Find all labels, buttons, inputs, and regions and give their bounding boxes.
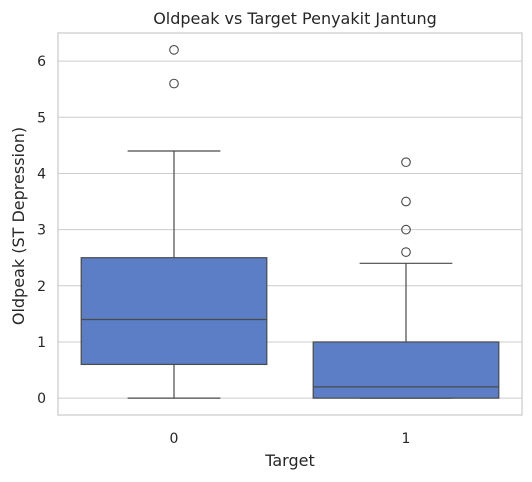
chart-title: Oldpeak vs Target Penyakit Jantung [153, 9, 437, 28]
outlier-point [401, 224, 411, 235]
outlier-point [401, 196, 411, 207]
outlier-point [401, 247, 411, 257]
outlier-point [401, 157, 411, 168]
iqr-box [80, 257, 268, 366]
y-tick-label: 2 [37, 279, 46, 295]
box-group [80, 45, 500, 399]
x-tick-label: 0 [170, 431, 179, 447]
y-axis-label: Oldpeak (ST Depression) [9, 127, 28, 325]
y-tick-label: 1 [37, 335, 46, 351]
outlier-point [169, 45, 179, 55]
y-tick-label: 0 [37, 391, 46, 407]
x-tick-label: 1 [402, 431, 411, 447]
y-tick-label: 5 [37, 110, 46, 126]
box-0 [80, 45, 268, 399]
y-tick-label: 3 [37, 223, 46, 239]
x-axis-label: Target [264, 451, 315, 470]
y-tick-labels: 0 1 2 3 4 5 6 [37, 54, 46, 407]
outlier-point [169, 78, 179, 89]
plot-frame [57, 32, 523, 416]
box-1 [312, 157, 500, 399]
iqr-box [312, 341, 500, 399]
y-tick-label: 4 [37, 166, 46, 182]
y-tick-label: 6 [37, 54, 46, 70]
